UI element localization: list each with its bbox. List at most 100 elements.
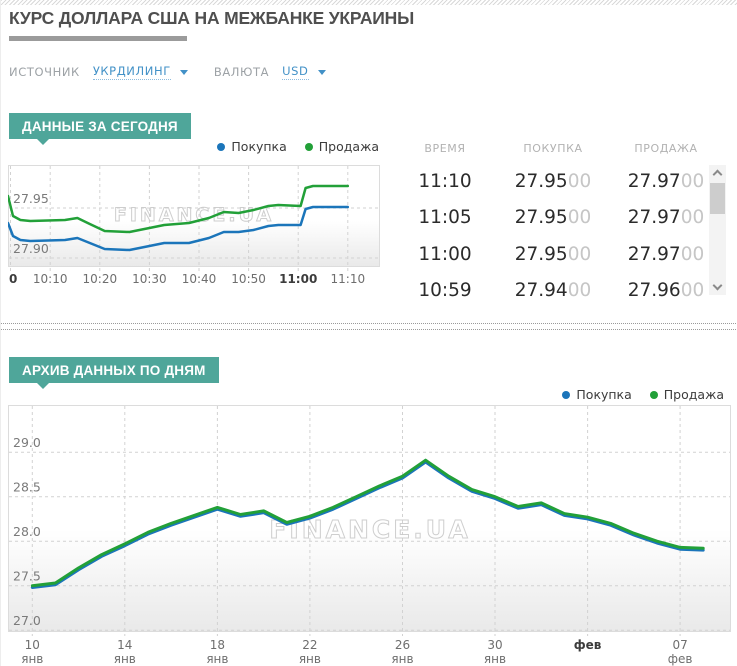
title-underline bbox=[9, 36, 187, 41]
currency-label: ВАЛЮТА bbox=[213, 65, 270, 79]
row-buy-main: 27.94 bbox=[514, 280, 568, 302]
today-table-body: 11:10 27.9500 27.9700 11:05 27.9500 27.9… bbox=[401, 163, 715, 309]
x-axis-label: 26 bbox=[395, 638, 410, 652]
y-axis-label: 28.5 bbox=[13, 480, 41, 495]
row-time: 11:05 bbox=[418, 207, 472, 229]
today-section-badge: ДАННЫЕ ЗА СЕГОДНЯ bbox=[9, 113, 191, 145]
row-sell: 27.9600 bbox=[617, 280, 715, 301]
legend-item-sell: Продажа bbox=[649, 387, 724, 402]
col-header-sell: ПРОДАЖА bbox=[634, 142, 698, 155]
x-axis-label: 10:20 bbox=[83, 272, 118, 286]
row-time: 11:10 bbox=[418, 170, 472, 192]
row-sell: 27.9700 bbox=[617, 207, 715, 228]
scrollbar-thumb[interactable] bbox=[710, 183, 725, 214]
x-axis-label: 11:00 bbox=[279, 272, 317, 286]
x-axis-label: 18 bbox=[210, 638, 225, 652]
row-buy-main: 27.95 bbox=[514, 207, 568, 229]
row-buy: 27.9400 bbox=[489, 280, 617, 301]
row-sell-main: 27.97 bbox=[627, 207, 681, 229]
legend-sell-label: Продажа bbox=[663, 387, 724, 402]
y-axis-label: 27.0 bbox=[13, 613, 41, 628]
archive-section-badge: АРХИВ ДАННЫХ ПО ДНЯМ bbox=[9, 357, 219, 389]
top-hatch-decoration bbox=[1, 0, 737, 5]
series-line-0 bbox=[30, 460, 705, 589]
y-axis-label: 29.0 bbox=[13, 435, 41, 450]
today-table: ВРЕМЯ ПОКУПКА ПРОДАЖА 11:10 27.9500 27.9… bbox=[401, 142, 715, 309]
x-axis-label: фев bbox=[574, 638, 602, 652]
y-axis-label: 27.90 bbox=[13, 241, 49, 256]
sell-dot-icon bbox=[304, 142, 313, 151]
table-row: 11:10 27.9500 27.9700 bbox=[401, 163, 715, 200]
x-axis-label: 10:10 bbox=[33, 272, 68, 286]
legend-item-sell: Продажа bbox=[304, 139, 379, 154]
scroll-up-button[interactable] bbox=[709, 165, 726, 181]
table-row: 11:05 27.9500 27.9700 bbox=[401, 200, 715, 237]
source-dropdown[interactable]: УКРДИЛИНГ bbox=[92, 64, 171, 80]
buy-dot-icon bbox=[562, 390, 571, 399]
row-buy-main: 27.95 bbox=[514, 170, 568, 192]
row-buy: 27.9500 bbox=[489, 171, 617, 192]
row-sell-main: 27.97 bbox=[627, 243, 681, 265]
col-header-time: ВРЕМЯ bbox=[424, 142, 466, 155]
watermark: FINANCE.UA bbox=[114, 204, 274, 226]
series-line-1 bbox=[30, 458, 705, 588]
row-sell-frac: 00 bbox=[680, 280, 705, 302]
series-line-0 bbox=[8, 205, 350, 252]
currency-dropdown[interactable]: USD bbox=[282, 64, 309, 80]
row-time: 11:00 bbox=[418, 243, 472, 265]
x-axis-label-month: фев bbox=[668, 652, 693, 666]
source-caret-icon[interactable] bbox=[179, 69, 188, 75]
chevron-up-icon bbox=[712, 169, 723, 180]
today-table-header: ВРЕМЯ ПОКУПКА ПРОДАЖА bbox=[401, 142, 715, 155]
y-axis-label: 28.0 bbox=[13, 524, 41, 539]
row-buy-frac: 00 bbox=[567, 207, 592, 229]
legend-sell-label: Продажа bbox=[318, 139, 379, 154]
archive-chart[interactable]: 29.028.528.027.527.0FINANCE.UA10янв14янв… bbox=[8, 405, 731, 666]
row-buy-main: 27.95 bbox=[514, 243, 568, 265]
scroll-down-button[interactable] bbox=[709, 279, 726, 295]
today-chart[interactable]: 27.95 27.90 FINANCE.UA 0 10:10 10:20 10:30 10:4… bbox=[8, 165, 380, 287]
row-buy: 27.9500 bbox=[489, 207, 617, 228]
row-sell: 27.9700 bbox=[617, 244, 715, 265]
x-axis-label: 0 bbox=[9, 272, 17, 286]
controls-bar: ИСТОЧНИК УКРДИЛИНГ ВАЛЮТА USD bbox=[9, 64, 326, 80]
today-chart-legend: Покупка Продажа bbox=[8, 139, 379, 154]
x-axis-label-month: янв bbox=[391, 652, 413, 666]
currency-caret-icon[interactable] bbox=[317, 69, 326, 75]
row-sell-frac: 00 bbox=[680, 207, 705, 229]
x-axis-label-month: янв bbox=[206, 652, 228, 666]
x-axis-label: 07 bbox=[672, 638, 687, 652]
row-sell: 27.9700 bbox=[617, 171, 715, 192]
x-axis-label: 10:40 bbox=[182, 272, 217, 286]
section-divider bbox=[1, 323, 737, 330]
col-header-buy: ПОКУПКА bbox=[523, 142, 583, 155]
x-axis-label: 22 bbox=[302, 638, 317, 652]
chevron-down-icon bbox=[712, 280, 723, 291]
x-axis-label: 14 bbox=[117, 638, 132, 652]
row-time: 10:59 bbox=[418, 280, 472, 302]
y-axis-label: 27.5 bbox=[13, 569, 41, 584]
page-title: КУРС ДОЛЛАРА США НА МЕЖБАНКЕ УКРАИНЫ bbox=[9, 8, 415, 28]
x-axis-label: 10:30 bbox=[132, 272, 167, 286]
legend-buy-label: Покупка bbox=[576, 387, 632, 402]
x-axis-label-month: янв bbox=[299, 652, 321, 666]
x-axis-label-month: янв bbox=[484, 652, 506, 666]
x-axis-label: 10 bbox=[25, 638, 40, 652]
legend-item-buy: Покупка bbox=[562, 387, 632, 402]
series-line-1 bbox=[8, 184, 350, 234]
sell-dot-icon bbox=[649, 390, 658, 399]
row-sell-frac: 00 bbox=[680, 170, 705, 192]
x-axis-label: 30 bbox=[487, 638, 502, 652]
legend-item-buy: Покупка bbox=[217, 139, 287, 154]
legend-buy-label: Покупка bbox=[231, 139, 287, 154]
buy-dot-icon bbox=[217, 142, 226, 151]
y-axis-label: 27.95 bbox=[13, 191, 49, 206]
table-row: 11:00 27.9500 27.9700 bbox=[401, 236, 715, 273]
table-row: 10:59 27.9400 27.9600 bbox=[401, 273, 715, 310]
row-sell-main: 27.96 bbox=[627, 280, 681, 302]
row-buy-frac: 00 bbox=[567, 243, 592, 265]
x-axis-label: 11:10 bbox=[331, 272, 366, 286]
table-scrollbar[interactable] bbox=[709, 165, 726, 295]
row-buy-frac: 00 bbox=[567, 280, 592, 302]
